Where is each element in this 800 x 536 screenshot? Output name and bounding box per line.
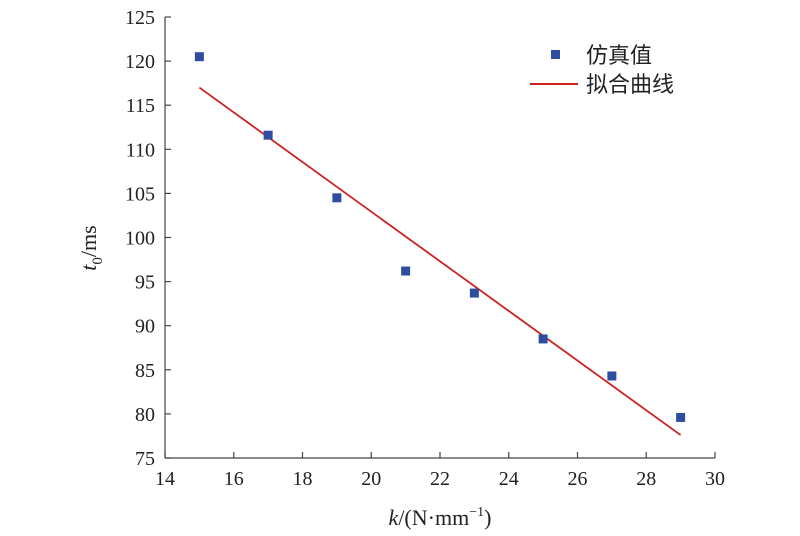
- y-tick-label: 80: [135, 404, 155, 426]
- data-point: [401, 266, 411, 276]
- y-tick-label: 125: [125, 7, 155, 29]
- y-axis-label: t0/ms: [76, 225, 106, 270]
- x-axis-superscript: −1: [469, 505, 484, 520]
- x-tick-label: 30: [705, 468, 725, 490]
- legend: 仿真值 拟合曲线: [530, 44, 674, 98]
- data-point: [676, 412, 686, 422]
- legend-label-line: 拟合曲线: [586, 73, 674, 98]
- y-tick-label: 90: [135, 316, 155, 338]
- x-tick-label: 26: [568, 468, 588, 490]
- y-tick-label: 120: [125, 51, 155, 73]
- y-axis-unit: /ms: [76, 225, 101, 257]
- data-point: [194, 52, 204, 62]
- y-tick-label: 100: [125, 228, 155, 250]
- data-point: [538, 334, 548, 344]
- data-point: [469, 288, 479, 298]
- data-point: [607, 371, 617, 381]
- legend-label-points: 仿真值: [586, 44, 652, 69]
- y-tick-label: 110: [126, 139, 155, 161]
- x-axis-unit-suffix: ): [484, 505, 491, 530]
- y-axis-variable: t: [76, 264, 101, 271]
- legend-marker-points: [551, 50, 560, 59]
- x-axis-unit-prefix: /(N·mm: [398, 505, 469, 530]
- x-tick-label: 20: [361, 468, 381, 490]
- data-point: [263, 130, 273, 140]
- plot-area: [194, 52, 686, 436]
- x-tick-label: 24: [499, 468, 519, 490]
- data-point: [332, 193, 342, 203]
- y-tick-label: 75: [135, 448, 155, 470]
- x-tick-label: 18: [293, 468, 313, 490]
- x-tick-label: 16: [224, 468, 244, 490]
- y-tick-label: 105: [125, 183, 155, 205]
- x-tick-label: 28: [636, 468, 656, 490]
- x-tick-label: 22: [430, 468, 450, 490]
- x-axis-variable: k: [389, 505, 400, 530]
- y-tick-label: 85: [135, 360, 155, 382]
- fit-line: [198, 86, 682, 436]
- tick-group: 14 16 18 20 22 24 26 28 30 75 80 85 90 95 100 105 110 115…: [125, 7, 725, 490]
- y-tick-label: 115: [126, 95, 155, 117]
- y-tick-label: 95: [135, 272, 155, 294]
- y-axis-subscript: 0: [90, 257, 106, 265]
- x-axis-label: k/(N·mm−1): [389, 505, 492, 530]
- x-tick-label: 14: [155, 468, 175, 490]
